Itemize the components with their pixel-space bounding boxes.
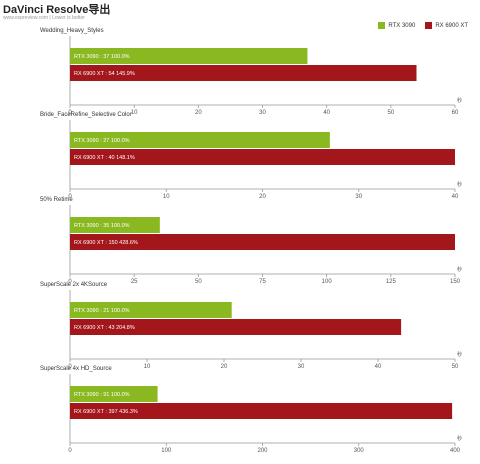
x-tick-label: 20 (195, 110, 202, 116)
x-tick-label: 300 (354, 448, 365, 454)
legend-label-rx6900xt: RX 6900 XT (435, 22, 468, 29)
bar-label: RX 6900 XT : 150 428.6% (74, 240, 138, 246)
x-unit-label: 秒 (457, 435, 462, 442)
page-subtitle: www.expreview.com | Lower is better (3, 15, 85, 21)
x-tick-label: 0 (68, 448, 72, 454)
legend-swatch-rtx3090 (378, 22, 386, 29)
page-title: DaVinci Resolve导出 (3, 4, 111, 16)
x-tick-label: 0 (68, 279, 72, 285)
legend-swatch-rx6900xt (425, 22, 433, 29)
bar-label: RTX 3090 : 21 100.0% (74, 308, 130, 314)
x-tick-label: 10 (131, 110, 138, 116)
x-tick-label: 20 (221, 364, 228, 370)
panel-title: Wedding_Heavy_Styles (40, 28, 104, 34)
panel-title: SuperScale 4x HD_Source (40, 366, 112, 372)
bar-rx6900xt (70, 234, 455, 250)
x-unit-label: 秒 (457, 181, 462, 188)
x-tick-label: 0 (68, 110, 72, 116)
panel-title: SuperScale 2x 4KSource (40, 282, 108, 288)
x-tick-label: 25 (131, 279, 138, 285)
bar-rtx3090 (70, 302, 232, 318)
x-tick-label: 60 (452, 110, 459, 116)
legend-item-rx6900xt[interactable]: RX 6900 XT (425, 22, 468, 29)
bar-label: RTX 3090 : 35 100.0% (74, 223, 130, 229)
x-tick-label: 100 (322, 279, 333, 285)
panel-title: 50% Retime (40, 197, 73, 203)
x-tick-label: 20 (259, 194, 266, 200)
bar-label: RX 6900 XT : 40 148.1% (74, 155, 135, 161)
bar-label: RX 6900 XT : 54 145.9% (74, 71, 135, 77)
x-tick-label: 10 (163, 194, 170, 200)
x-tick-label: 50 (452, 364, 459, 370)
x-tick-label: 30 (259, 110, 266, 116)
x-tick-label: 0 (68, 364, 72, 370)
bar-label: RX 6900 XT : 397 436.3% (74, 409, 138, 415)
x-tick-label: 75 (259, 279, 266, 285)
x-unit-label: 秒 (457, 351, 462, 358)
bar-label: RTX 3090 : 37 100.0% (74, 54, 130, 60)
x-tick-label: 125 (386, 279, 397, 285)
x-tick-label: 150 (450, 279, 461, 285)
chart-panel-1: Wedding_Heavy_Styles 0 10 20 30 40 50 60 秒 RTX 30… (40, 28, 462, 116)
x-tick-label: 10 (144, 364, 151, 370)
bar-rx6900xt (70, 403, 453, 419)
x-tick-label: 0 (68, 194, 72, 200)
legend: RTX 3090 RX 6900 XT (378, 22, 468, 29)
x-unit-label: 秒 (457, 97, 462, 104)
bar-rx6900xt (70, 149, 455, 165)
bar-rtx3090 (70, 217, 160, 233)
legend-label-rtx3090: RTX 3090 (388, 22, 416, 29)
bar-rx6900xt (70, 65, 417, 81)
x-tick-label: 50 (387, 110, 394, 116)
bar-label: RTX 3090 : 91 100.0% (74, 392, 130, 398)
x-tick-label: 100 (161, 448, 172, 454)
bar-rtx3090 (70, 386, 158, 402)
legend-item-rtx3090[interactable]: RTX 3090 (378, 22, 415, 29)
panel-title: Bride_FaceRefine_Selective Color (40, 112, 132, 118)
x-tick-label: 50 (195, 279, 202, 285)
bar-label: RX 6900 XT : 43 204.8% (74, 325, 135, 331)
bar-rtx3090 (70, 48, 308, 64)
x-unit-label: 秒 (457, 266, 462, 273)
x-tick-label: 40 (375, 364, 382, 370)
x-tick-label: 400 (450, 448, 461, 454)
x-tick-label: 30 (355, 194, 362, 200)
x-tick-label: 30 (298, 364, 305, 370)
bar-rtx3090 (70, 132, 330, 148)
x-tick-label: 40 (323, 110, 330, 116)
x-tick-label: 40 (452, 194, 459, 200)
bar-label: RTX 3090 : 27 100.0% (74, 138, 130, 144)
bar-rx6900xt (70, 319, 402, 335)
x-tick-label: 200 (257, 448, 268, 454)
